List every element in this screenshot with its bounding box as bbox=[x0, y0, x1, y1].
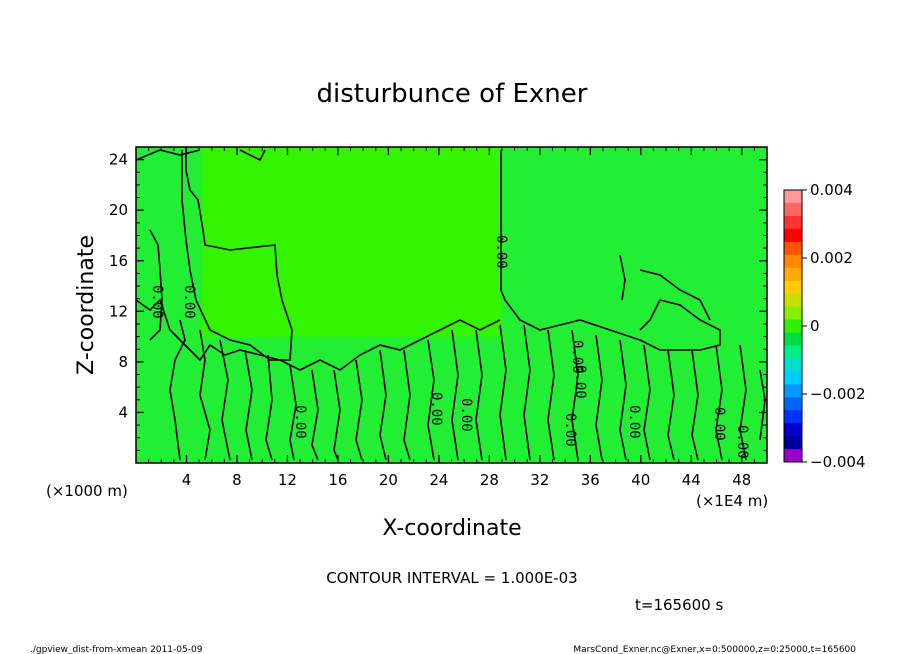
colorbar-swatch bbox=[784, 436, 802, 450]
field-upper-left bbox=[136, 147, 201, 337]
colorbar-swatch bbox=[784, 371, 802, 385]
y-tick-label: 16 bbox=[109, 252, 128, 270]
x-unit-label: (×1E4 m) bbox=[696, 492, 768, 510]
plot-area: 0.00 0.00 0.00 0.00 0.00 0.00 0.00 0.00 … bbox=[135, 146, 768, 464]
y-unit-label: (×1000 m) bbox=[46, 482, 128, 500]
time-label: t=165600 s bbox=[635, 596, 723, 614]
colorbar-swatch bbox=[784, 358, 802, 372]
x-tick-label: 40 bbox=[631, 471, 650, 489]
contour-label: 0.00 bbox=[626, 405, 642, 439]
colorbar-swatches bbox=[784, 190, 802, 463]
chart-title: disturbunce of Exner bbox=[317, 79, 588, 109]
x-tick-label: 32 bbox=[530, 471, 549, 489]
contour-label: 0.00 bbox=[562, 413, 578, 447]
colorbar-swatch bbox=[784, 254, 802, 269]
contour-label: 0.00 bbox=[292, 405, 308, 439]
x-tick-label: 44 bbox=[682, 471, 701, 489]
colorbar-tick-label: 0.004 bbox=[810, 181, 853, 199]
colorbar: 0.004 0.002 0 −0.002 −0.004 bbox=[783, 181, 866, 471]
contour-label: 0.00 bbox=[181, 285, 197, 319]
colorbar-swatch bbox=[784, 397, 802, 411]
colorbar-swatch bbox=[784, 332, 802, 346]
x-tick-label: 8 bbox=[232, 471, 242, 489]
field-lower-band bbox=[136, 337, 767, 463]
y-tick-label: 12 bbox=[109, 302, 128, 320]
colorbar-swatch bbox=[784, 423, 802, 437]
contour-interval-text: CONTOUR INTERVAL = 1.000E-03 bbox=[326, 569, 577, 587]
field-upper-right bbox=[501, 147, 767, 337]
colorbar-swatch bbox=[784, 241, 802, 256]
contour-label: 0.00 bbox=[428, 392, 444, 426]
colorbar-swatch bbox=[784, 202, 802, 217]
x-tick-label: 4 bbox=[182, 471, 192, 489]
y-tick-label: 8 bbox=[118, 353, 128, 371]
y-axis-label: Z-coordinate bbox=[74, 235, 99, 375]
colorbar-swatch bbox=[784, 384, 802, 398]
colorbar-tick-label: 0.002 bbox=[810, 249, 853, 267]
x-tick-label: 48 bbox=[732, 471, 751, 489]
colorbar-swatch bbox=[784, 345, 802, 359]
colorbar-tick-label: −0.002 bbox=[810, 385, 866, 403]
x-axis-label: X-coordinate bbox=[382, 516, 521, 541]
contour-label: 0.00 bbox=[458, 398, 474, 432]
colorbar-swatch bbox=[784, 293, 802, 308]
contour-label: 0.00 bbox=[711, 407, 727, 441]
colorbar-swatch bbox=[784, 280, 802, 295]
x-tick-label: 16 bbox=[328, 471, 347, 489]
contour-label: 0.00 bbox=[493, 235, 509, 269]
footer-right: MarsCond_Exner.nc@Exner,x=0:500000,z=0:2… bbox=[573, 645, 856, 654]
contour-label: 0.00 bbox=[734, 425, 750, 459]
footer-left: ./gpview_dist-from-xmean 2011-05-09 bbox=[30, 645, 203, 654]
x-tick-label: 28 bbox=[480, 471, 499, 489]
colorbar-swatch bbox=[784, 228, 802, 243]
x-tick-label: 20 bbox=[379, 471, 398, 489]
contour-label: 0.00 bbox=[572, 365, 588, 399]
colorbar-swatch bbox=[784, 190, 802, 204]
colorbar-swatch bbox=[784, 319, 802, 333]
colorbar-swatch bbox=[784, 267, 802, 282]
x-tick-label: 12 bbox=[278, 471, 297, 489]
colorbar-swatch bbox=[784, 410, 802, 424]
contour-label: 0.00 bbox=[149, 285, 165, 319]
colorbar-ticks: 0.004 0.002 0 −0.002 −0.004 bbox=[802, 181, 866, 471]
x-tick-label: 24 bbox=[429, 471, 448, 489]
colorbar-swatch bbox=[784, 306, 802, 321]
y-tick-label: 24 bbox=[109, 151, 128, 169]
colorbar-tick-label: −0.004 bbox=[810, 453, 866, 471]
colorbar-swatch bbox=[784, 215, 802, 230]
field-upper-middle bbox=[201, 147, 501, 337]
colorbar-tick-label: 0 bbox=[810, 317, 820, 335]
contour-label-group: 0.00 0.00 0.00 0.00 0.00 0.00 0.00 0.00 … bbox=[149, 235, 750, 459]
colorbar-swatch bbox=[784, 449, 802, 463]
contour-label: 0.00 bbox=[569, 340, 585, 374]
x-tick-label: 36 bbox=[581, 471, 600, 489]
contour-lines bbox=[135, 147, 766, 461]
y-tick-label: 4 bbox=[118, 403, 128, 421]
y-tick-label: 20 bbox=[109, 201, 128, 219]
